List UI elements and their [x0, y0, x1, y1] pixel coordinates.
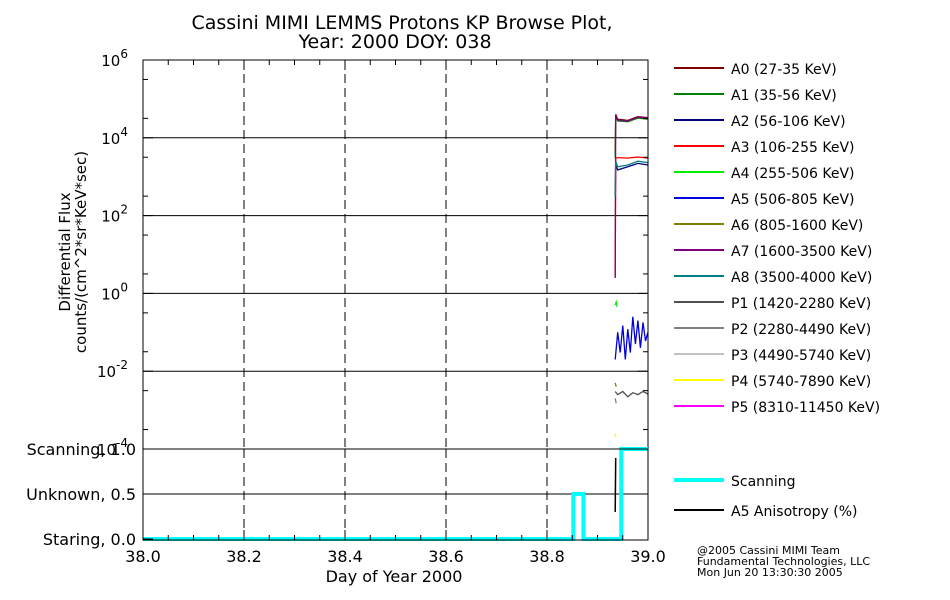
legend-label: A5 Anisotropy (%) — [731, 504, 858, 520]
flux-ticks: 10-4 10-2 100 102 104 106 — [97, 47, 649, 459]
x-tick-label: 38.4 — [327, 547, 363, 566]
x-tick-label: 38.2 — [226, 547, 262, 566]
legend-label: A4 (255-506 KeV) — [731, 166, 854, 182]
x-axis-label: Day of Year 2000 — [326, 567, 463, 586]
legend-label: P1 (1420-2280 KeV) — [731, 296, 871, 312]
y-axis-label-line2: counts/(cm^2*sr*KeV*sec) — [72, 151, 90, 353]
flux-series-line — [614, 398, 617, 404]
scanning-ticks: 38.0 38.2 38.4 38.6 38.8 39.0 Staring, 0.0 Unkn… — [26, 440, 666, 566]
flux-series — [614, 114, 649, 438]
flux-series-line — [614, 114, 649, 278]
chart-subtitle: Year: 2000 DOY: 038 — [297, 31, 491, 53]
chart-title: Cassini MIMI LEMMS Protons KP Browse Plo… — [191, 12, 612, 34]
y-tick-label: 102 — [101, 203, 128, 226]
scanning-legend: Scanning A5 Anisotropy (%) — [674, 474, 858, 520]
flux-grid — [143, 60, 648, 449]
y-tick-label: 106 — [101, 47, 128, 70]
legend-label: A7 (1600-3500 KeV) — [731, 244, 872, 260]
scanning-panel: 38.0 38.2 38.4 38.6 38.8 39.0 Staring, 0.0 Unkn… — [26, 440, 666, 566]
scanning-series-line — [614, 457, 617, 513]
legend-label: A2 (56-106 KeV) — [731, 114, 846, 130]
legend-label: P3 (4490-5740 KeV) — [731, 348, 871, 364]
scanning-y-tick-label: Staring, 0.0 — [43, 530, 136, 549]
scanning-grid — [143, 449, 648, 540]
legend-label: Scanning — [731, 474, 796, 490]
legend-label: A0 (27-35 KeV) — [731, 62, 837, 78]
x-tick-label: 38.6 — [428, 547, 464, 566]
y-tick-label: 100 — [101, 280, 128, 303]
scanning-series — [143, 447, 648, 541]
flux-series-line — [614, 160, 649, 198]
legend-label: A6 (805-1600 KeV) — [731, 218, 863, 234]
legend-label: A1 (35-56 KeV) — [731, 88, 837, 104]
flux-legend: A0 (27-35 KeV) A1 (35-56 KeV) A2 (56-106 K… — [674, 62, 880, 416]
footer-company: Fundamental Technologies, LLC — [697, 555, 870, 568]
x-tick-label: 38.0 — [125, 547, 161, 566]
y-tick-label: 10-2 — [97, 358, 128, 381]
y-axis-label-line1: Differential Flux — [56, 192, 74, 311]
legend-label: P4 (5740-7890 KeV) — [731, 374, 871, 390]
flux-series-line — [614, 299, 618, 308]
y-tick-label: 10-4 — [97, 436, 128, 459]
legend-label: A5 (506-805 KeV) — [731, 192, 854, 208]
flux-series-line — [614, 433, 617, 438]
scanning-series-line — [143, 447, 648, 541]
legend-label: P5 (8310-11450 KeV) — [731, 400, 880, 416]
footer-timestamp: Mon Jun 20 13:30:30 2005 — [697, 566, 843, 579]
x-tick-label: 39.0 — [630, 547, 666, 566]
legend-label: P2 (2280-4490 KeV) — [731, 322, 871, 338]
y-tick-label: 104 — [101, 125, 128, 148]
flux-panel: 10-4 10-2 100 102 104 106 — [97, 47, 649, 459]
legend-label: A8 (3500-4000 KeV) — [731, 270, 872, 286]
scanning-y-tick-label: Unknown, 0.5 — [26, 485, 136, 504]
legend-label: A3 (106-255 KeV) — [731, 140, 854, 156]
flux-series-line — [614, 382, 617, 387]
flux-series-line — [614, 390, 649, 398]
y-axis-label: Differential Flux counts/(cm^2*sr*KeV*se… — [56, 151, 90, 353]
footer-copyright: @2005 Cassini MIMI Team — [697, 544, 840, 557]
scanning-y-tick-label: Scanning, 1.0 — [27, 440, 136, 459]
x-tick-label: 38.8 — [529, 547, 565, 566]
flux-series-line — [614, 316, 649, 360]
